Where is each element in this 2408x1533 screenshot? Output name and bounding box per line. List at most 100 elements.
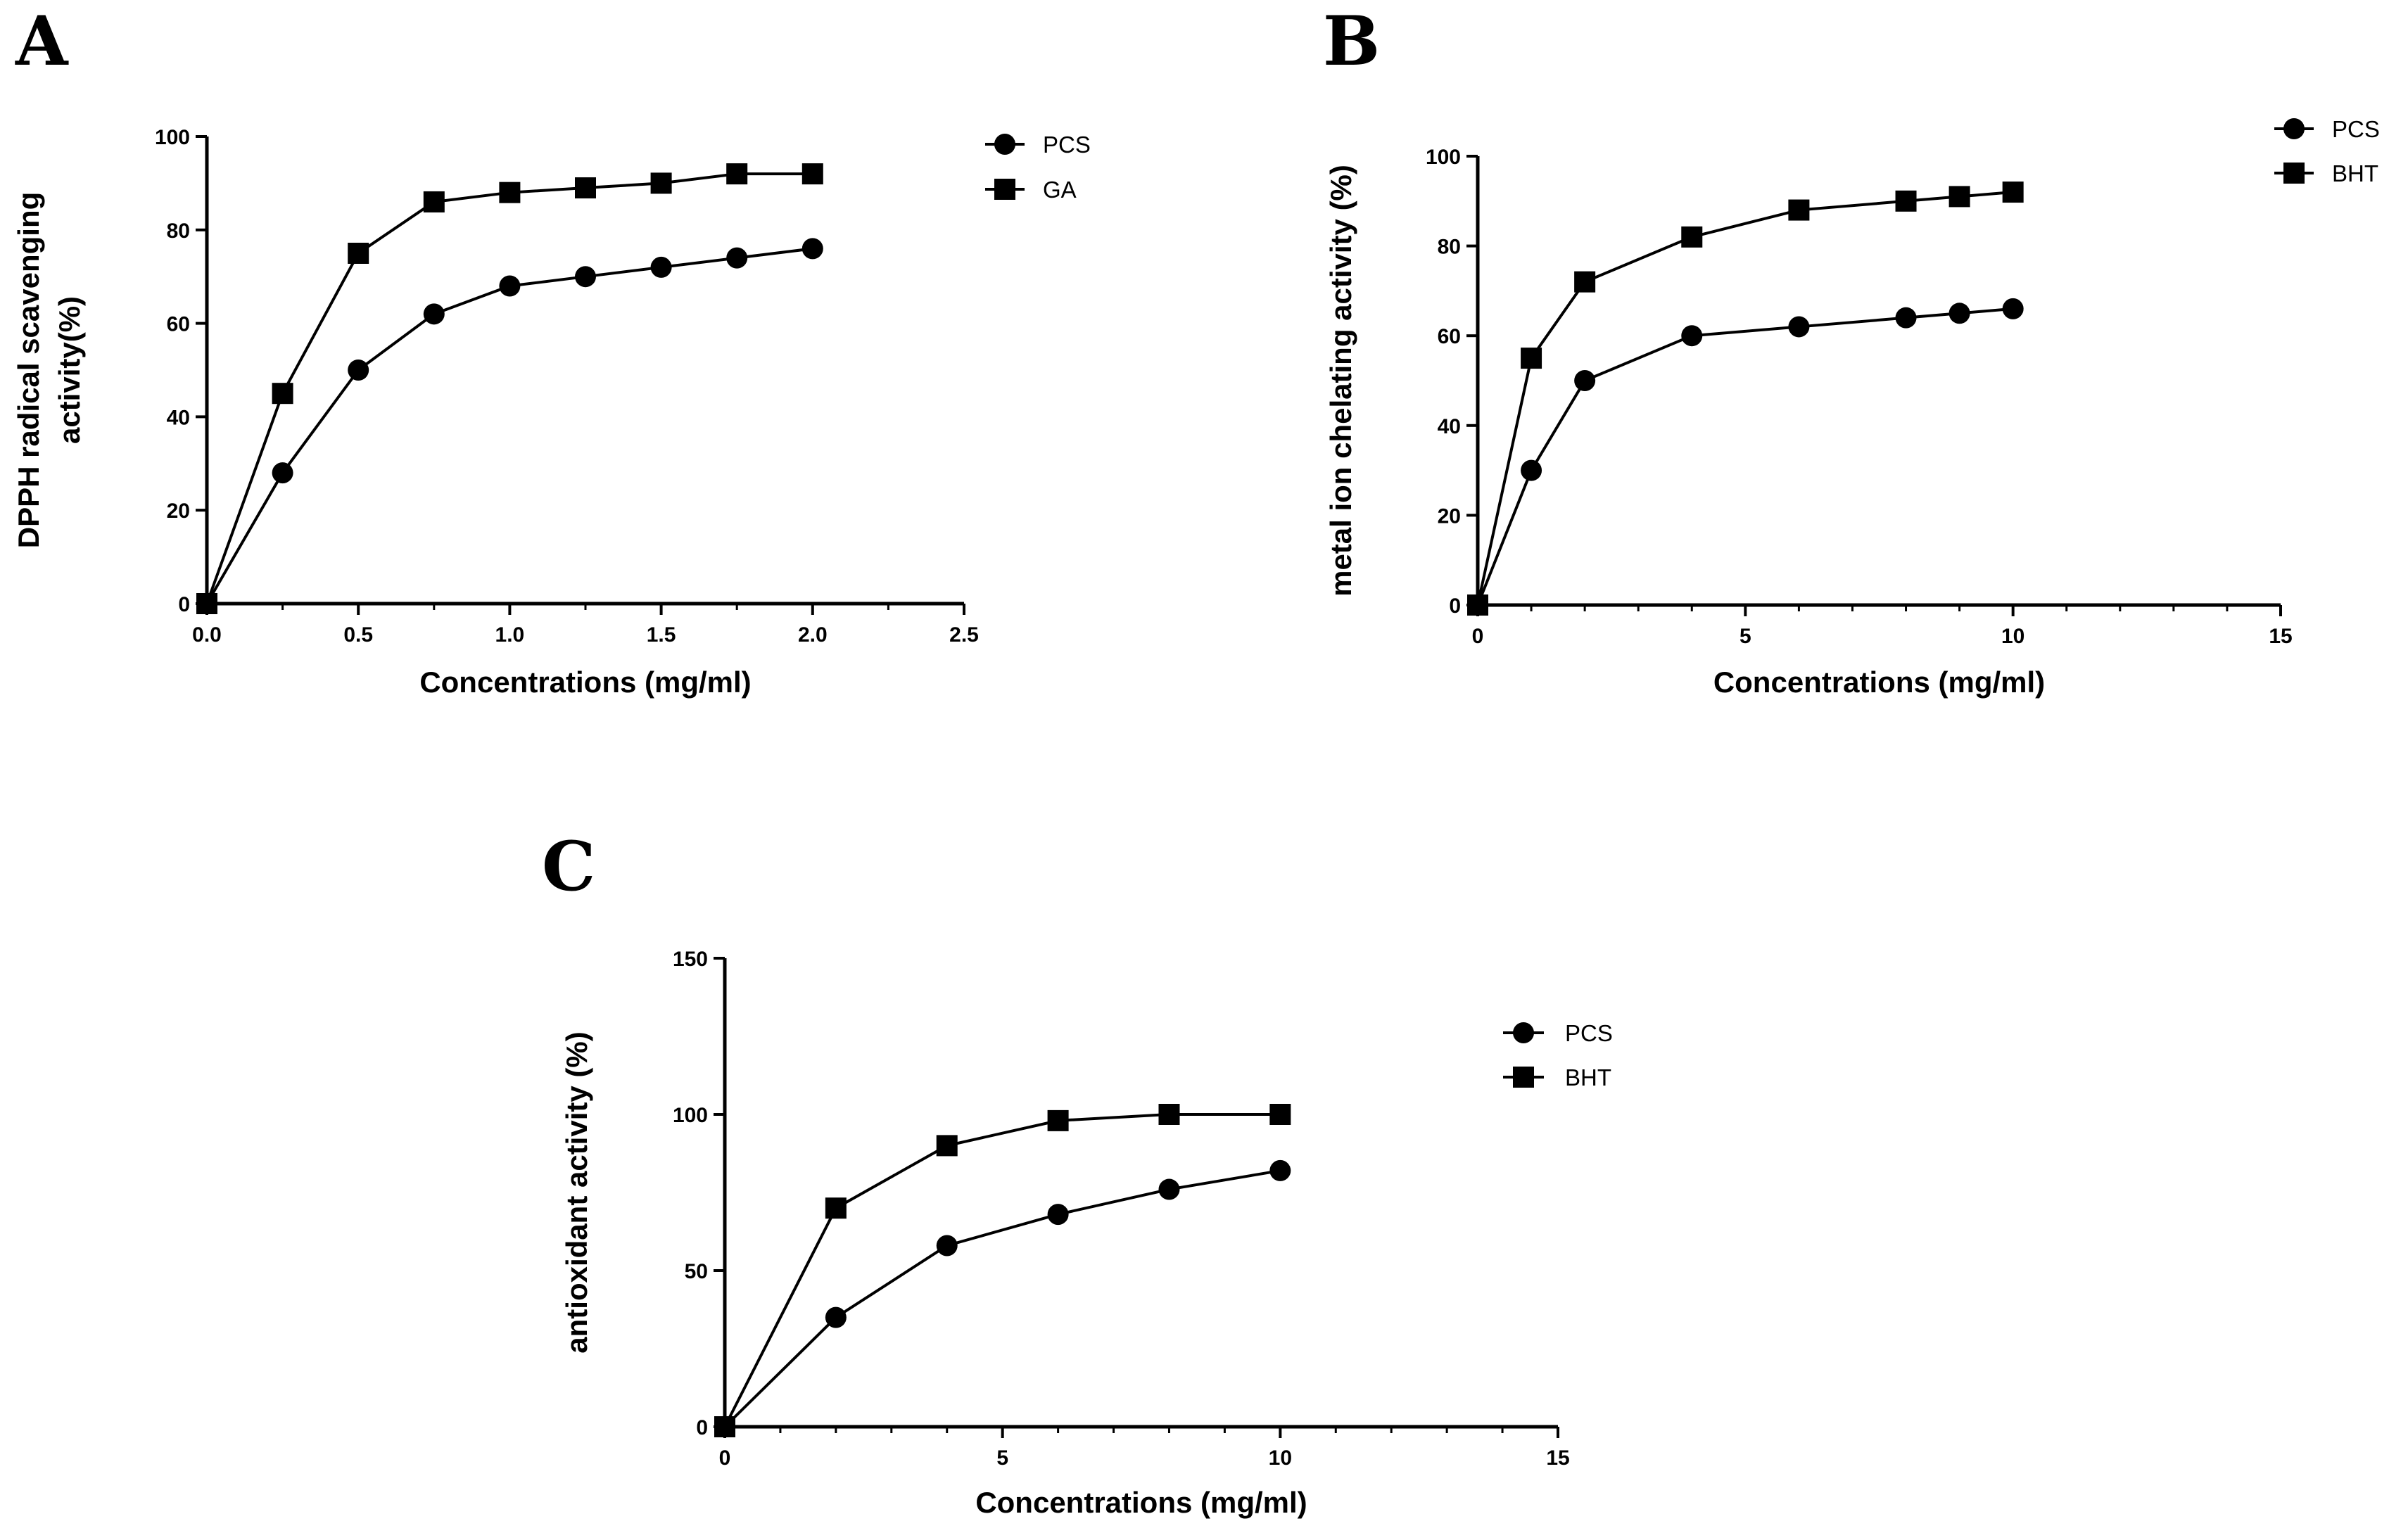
x-tick-label: 2.0 xyxy=(798,623,828,647)
x-tick-label: 10 xyxy=(2001,625,2024,648)
data-point-pcs xyxy=(1574,370,1596,391)
data-point-pcs xyxy=(936,1235,958,1257)
data-point-pcs xyxy=(1948,303,1970,324)
x-tick-label: 0 xyxy=(1472,625,1484,648)
y-tick-label: 50 xyxy=(685,1260,708,1283)
data-point-pcs xyxy=(1895,307,1917,329)
data-point-ga xyxy=(575,177,596,199)
data-point-pcs xyxy=(575,266,596,288)
series-pcs xyxy=(196,238,823,614)
data-point-ga xyxy=(272,383,293,405)
data-point-bht xyxy=(1158,1104,1180,1125)
legend-entry-pcs: PCS xyxy=(1503,1020,1613,1046)
data-point-pcs xyxy=(499,275,521,297)
x-tick-label: 0.0 xyxy=(192,623,222,647)
y-tick-label: 80 xyxy=(167,220,190,243)
data-point-pcs xyxy=(1521,459,1542,481)
data-point-bht xyxy=(1521,348,1542,369)
series-line-ga xyxy=(205,172,813,604)
x-axis-title: Concentrations (mg/ml) xyxy=(975,1486,1307,1519)
data-point-ga xyxy=(348,243,369,264)
y-axis-title: antioxidant activity (%) xyxy=(560,1031,593,1353)
legend-label: PCS xyxy=(1565,1020,1613,1046)
data-point-bht xyxy=(1681,226,1703,248)
panel-label: B xyxy=(1323,1,1380,81)
panel-label: A xyxy=(15,1,69,81)
data-point-pcs xyxy=(825,1306,847,1328)
y-tick-label: 80 xyxy=(1438,236,1461,259)
data-point-pcs xyxy=(1047,1204,1069,1226)
data-point-pcs xyxy=(1681,325,1703,347)
data-point-pcs xyxy=(1269,1159,1291,1181)
x-tick-label: 5 xyxy=(1740,625,1751,648)
legend-label: PCS xyxy=(2332,116,2380,142)
legend-label: BHT xyxy=(1565,1064,1611,1090)
data-point-pcs xyxy=(1788,316,1810,338)
x-tick-label: 2.5 xyxy=(949,623,979,647)
legend-entry-pcs: PCS xyxy=(2274,116,2380,142)
y-tick-label: 150 xyxy=(673,948,708,971)
legend-label: BHT xyxy=(2332,160,2378,186)
data-point-bht xyxy=(714,1416,735,1437)
legend-label: PCS xyxy=(1043,132,1091,158)
legend-label: GA xyxy=(1043,177,1077,203)
data-point-bht xyxy=(936,1135,958,1157)
series-line-bht xyxy=(723,1113,1281,1427)
legend-circle-marker xyxy=(994,134,1015,155)
chart-panel-a: A 0.0 0.5 1.0 1.5 2.0 2.5 0 20 40 60 80 100 Concentra… xyxy=(12,1,1091,699)
legend-square-marker xyxy=(994,179,1015,200)
legend-square-marker xyxy=(1513,1067,1534,1088)
legend-entry-pcs: PCS xyxy=(985,132,1091,158)
data-point-ga xyxy=(801,163,823,185)
panel-label: C xyxy=(542,827,595,906)
data-point-pcs xyxy=(272,462,293,484)
y-axis-title: activity(%) xyxy=(53,296,86,444)
data-point-bht xyxy=(1895,190,1917,212)
series-line-pcs xyxy=(723,1169,1281,1428)
data-point-pcs xyxy=(726,247,748,269)
data-point-bht xyxy=(1467,594,1488,616)
data-point-bht xyxy=(1047,1109,1069,1131)
y-tick-label: 100 xyxy=(673,1104,708,1127)
chart-panel-b: B 0 5 10 15 0 20 40 60 80 100 Concentrations (mg/ml… xyxy=(1323,1,2380,699)
series-bht xyxy=(1467,182,2024,616)
y-tick-label: 100 xyxy=(155,126,190,149)
data-point-ga xyxy=(499,182,521,203)
y-tick-label: 0 xyxy=(178,593,190,616)
y-tick-label: 20 xyxy=(167,500,190,523)
data-point-pcs xyxy=(423,303,445,325)
data-point-pcs xyxy=(650,256,672,278)
x-tick-label: 15 xyxy=(2269,625,2292,648)
legend-entry-bht: BHT xyxy=(2274,160,2378,186)
y-tick-label: 40 xyxy=(1438,415,1461,438)
x-tick-label: 15 xyxy=(1546,1446,1569,1470)
y-tick-label: 60 xyxy=(167,313,190,336)
series-ga xyxy=(196,163,823,614)
legend-entry-ga: GA xyxy=(985,177,1077,203)
y-tick-label: 0 xyxy=(696,1416,708,1439)
y-tick-label: 20 xyxy=(1438,504,1461,528)
series-line-pcs xyxy=(205,247,813,605)
data-point-bht xyxy=(825,1197,847,1219)
data-point-bht xyxy=(1788,199,1810,221)
x-tick-label: 1.5 xyxy=(647,623,676,647)
series-bht xyxy=(714,1104,1291,1437)
x-tick-label: 5 xyxy=(996,1446,1008,1470)
data-point-pcs xyxy=(801,238,823,260)
data-point-ga xyxy=(650,172,672,194)
data-point-bht xyxy=(1269,1104,1291,1125)
data-point-ga xyxy=(423,191,445,212)
y-tick-label: 60 xyxy=(1438,325,1461,348)
legend-circle-marker xyxy=(1513,1022,1534,1043)
series-line-pcs xyxy=(1476,307,2013,606)
y-axis-title: DPPH radical scavenging xyxy=(12,192,45,549)
legend-entry-bht: BHT xyxy=(1503,1064,1611,1090)
x-axis-title: Concentrations (mg/ml) xyxy=(1713,666,2045,699)
data-point-ga xyxy=(726,163,748,185)
data-point-ga xyxy=(196,593,217,614)
series-pcs xyxy=(714,1159,1291,1437)
x-tick-label: 0.5 xyxy=(343,623,373,647)
x-tick-label: 10 xyxy=(1269,1446,1292,1470)
